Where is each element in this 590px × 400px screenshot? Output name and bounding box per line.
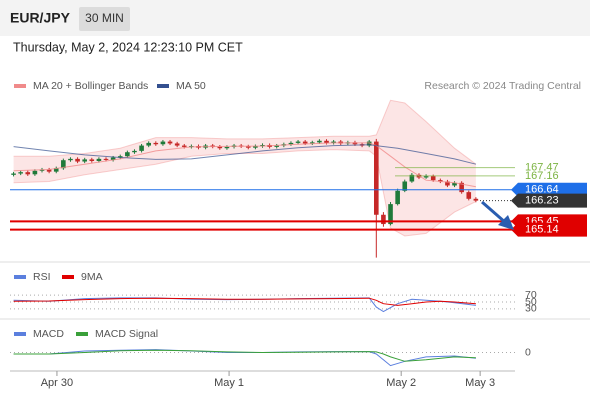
candle-body — [61, 160, 66, 169]
indicator-line — [13, 349, 476, 362]
candle-body — [366, 141, 372, 146]
legend-label: RSI — [33, 271, 51, 283]
legend-swatch — [157, 84, 169, 88]
moving-average — [13, 142, 476, 188]
bollinger-edge — [13, 99, 477, 165]
candle-body — [381, 214, 386, 225]
bollinger-band — [13, 100, 476, 236]
candle-body — [210, 145, 216, 147]
candle-body — [125, 152, 130, 157]
candle-body — [181, 145, 187, 147]
candle-body — [153, 142, 159, 145]
price-label-box — [511, 222, 587, 237]
candle-body — [11, 173, 16, 175]
candle-body — [430, 176, 436, 181]
interval-badge[interactable] — [79, 7, 130, 31]
x-tick-label: May 3 — [465, 377, 495, 389]
candle-body — [423, 176, 429, 178]
candle-body — [32, 170, 38, 175]
candle-body — [260, 145, 265, 147]
candle-body — [110, 157, 116, 160]
candle-body — [438, 180, 443, 182]
interval[interactable]: 30 MIN — [85, 11, 124, 25]
bollinger-edge — [13, 149, 477, 237]
y-tick-label: 30 — [525, 303, 537, 315]
candle-body — [452, 182, 457, 186]
candle-body — [117, 156, 123, 158]
price-label: 167.16 — [525, 170, 559, 182]
candle-body — [302, 141, 308, 144]
price-label-box — [511, 193, 587, 208]
symbol: EUR/JPY — [10, 10, 71, 26]
candle-body — [324, 140, 329, 143]
legend-label: MA 50 — [176, 80, 206, 92]
plot: MA 20 + Bollinger Bands MA 50 167.47167.16… — [10, 80, 587, 389]
candle-body — [317, 140, 322, 143]
legend-swatch — [14, 275, 26, 279]
candle-body — [68, 158, 73, 161]
candle-body — [374, 141, 379, 215]
candle-body — [160, 141, 166, 145]
moving-average — [13, 144, 477, 165]
x-tick-label: Apr 30 — [41, 377, 73, 389]
candle-body — [331, 141, 336, 143]
candle-body — [388, 204, 393, 225]
candle-body — [103, 158, 109, 160]
candle-body — [139, 145, 144, 151]
candle-body — [402, 181, 408, 191]
arrow-head — [498, 215, 514, 230]
candle-body — [245, 146, 251, 148]
legend-swatch — [14, 332, 26, 336]
candle-body — [18, 172, 23, 174]
candle-body — [445, 181, 450, 186]
candle-body — [53, 168, 59, 172]
y-tick-label: 50 — [525, 296, 537, 308]
price-label: 167.47 — [525, 162, 559, 174]
legend-label: MACD Signal — [95, 328, 158, 340]
price-label: 165.14 — [525, 224, 559, 236]
arrow-shaft — [481, 200, 507, 225]
candle-body — [459, 182, 464, 193]
x-tick-label: May 2 — [386, 377, 416, 389]
legend-label: 9MA — [81, 271, 103, 283]
candle-body — [274, 145, 280, 147]
candle-body — [146, 142, 151, 146]
candle-body — [224, 146, 230, 149]
x-tick-label: May 1 — [214, 377, 244, 389]
legend-label: MA 20 + Bollinger Bands — [33, 80, 148, 92]
legend-swatch — [76, 332, 88, 336]
legend-swatch — [62, 275, 74, 279]
candle-body — [473, 198, 479, 201]
candle-body — [89, 159, 95, 161]
candle-body — [295, 141, 301, 143]
candle-body — [395, 190, 400, 205]
candle-body — [75, 158, 80, 162]
candle-body — [82, 159, 87, 162]
price-label: 166.23 — [525, 195, 559, 207]
price-label: 166.64 — [525, 184, 559, 196]
candle-body — [132, 150, 137, 153]
legend-label: MACD — [33, 328, 64, 340]
price-label-box — [511, 182, 587, 197]
indicator-line — [13, 297, 476, 306]
candle-body — [253, 146, 258, 148]
candle-body — [309, 142, 315, 144]
legend-swatch — [14, 84, 26, 88]
candle-body — [288, 142, 294, 145]
candle-body — [96, 158, 102, 161]
timestamp: Thursday, May 2, 2024 12:23:10 PM CET — [13, 40, 243, 54]
credit: Research © 2024 Trading Central — [424, 80, 581, 92]
candle-body — [167, 141, 173, 144]
candle-body — [217, 146, 223, 149]
candle-body — [466, 192, 472, 199]
forecast-arrow — [481, 200, 514, 230]
y-tick-label: 70 — [525, 289, 537, 301]
candle-body — [409, 174, 415, 182]
candle-body — [46, 169, 52, 172]
y-tick-label: 0 — [525, 346, 531, 358]
candle-body — [174, 143, 180, 146]
candle-body — [25, 172, 31, 175]
